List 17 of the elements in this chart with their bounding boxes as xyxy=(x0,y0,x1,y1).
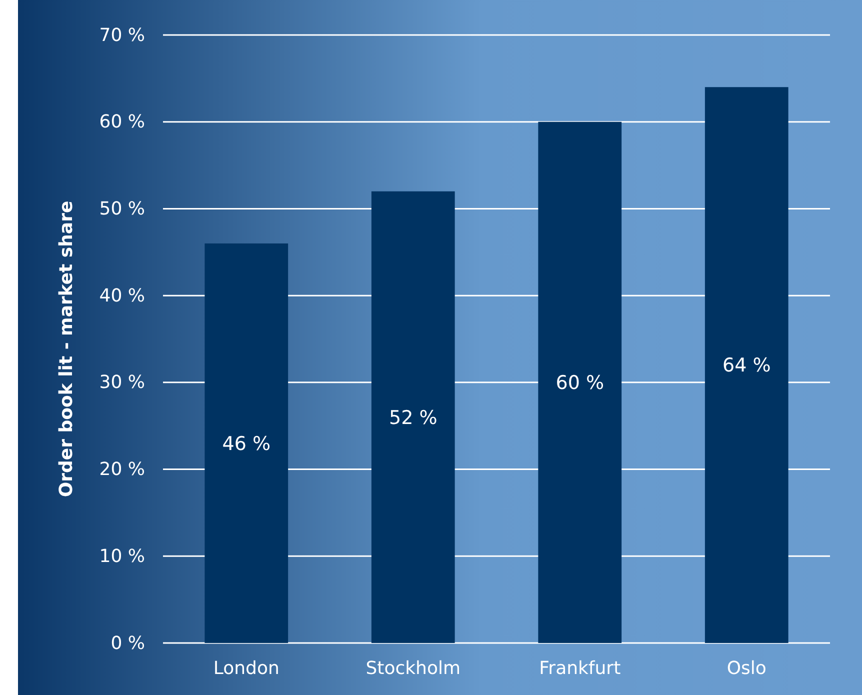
y-tick-label: 10 % xyxy=(99,546,145,567)
y-tick-label: 50 % xyxy=(99,198,145,220)
data-label: 52 % xyxy=(388,406,438,429)
x-tick-label: Stockholm xyxy=(366,658,461,679)
data-label: 64 % xyxy=(722,354,771,377)
y-tick-label: 30 % xyxy=(99,372,145,394)
y-tick-label: 70 % xyxy=(99,24,145,46)
data-label: 60 % xyxy=(556,372,604,394)
y-tick-label: 20 % xyxy=(99,459,145,480)
y-axis-title: Order book lit - market share xyxy=(56,200,77,498)
y-tick-label: 40 % xyxy=(99,285,145,306)
x-tick-label: Frankfurt xyxy=(539,658,621,679)
y-tick-label: 0 % xyxy=(110,632,145,654)
x-tick-label: Oslo xyxy=(726,658,766,679)
data-label: 46 % xyxy=(222,432,271,455)
y-tick-label: 60 % xyxy=(99,112,145,133)
x-tick-label: London xyxy=(213,658,280,679)
